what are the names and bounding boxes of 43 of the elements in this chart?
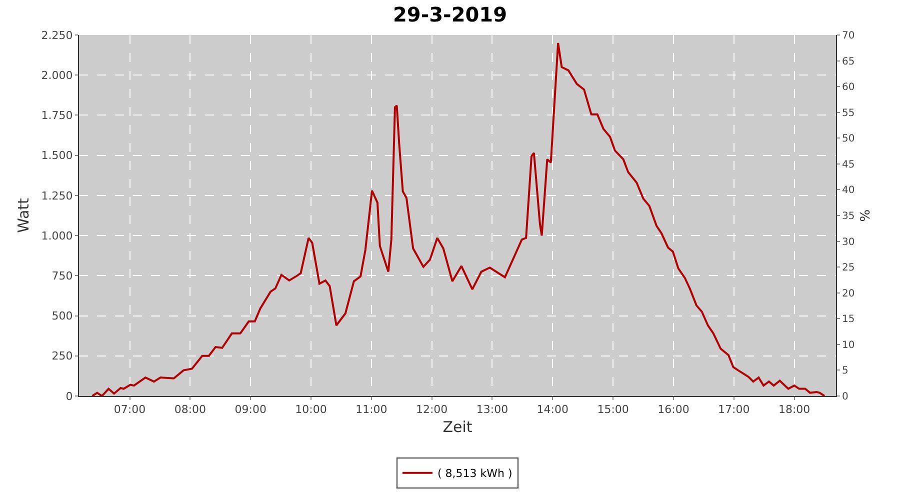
y2-tick-label: 40	[842, 185, 855, 196]
y2-tick-label: 60	[842, 82, 855, 94]
y-axis-title: Watt	[14, 198, 33, 233]
y2-tick-label: 45	[842, 159, 855, 170]
y-tick-label: 1.750	[41, 109, 73, 122]
y2-tick-label: 25	[842, 262, 855, 274]
y2-tick-label: 50	[842, 134, 855, 145]
line-series	[91, 42, 826, 396]
y2-tick-label: 10	[842, 340, 855, 351]
y-tick-label: 250	[52, 350, 73, 363]
y2-tick-label: 70	[842, 30, 855, 42]
y2-tick-label: 65	[842, 56, 855, 68]
x-tick-label: 13:00	[476, 403, 508, 416]
x-tick-label: 11:00	[356, 403, 388, 416]
x-tick-label: 17:00	[718, 403, 750, 416]
y-tick-label: 750	[52, 270, 73, 283]
x-tick-label: 15:00	[597, 403, 629, 416]
x-tick-label: 08:00	[174, 403, 206, 416]
x-tick-label: 10:00	[295, 403, 327, 416]
y2-axis-title: %	[858, 209, 874, 222]
y2-tick-label: 15	[842, 314, 855, 326]
y2-tick-label: 30	[842, 236, 855, 248]
y-tick-label: 1.000	[41, 229, 73, 242]
x-tick-label: 07:00	[114, 403, 146, 416]
y-tick-label: 1.250	[41, 189, 73, 202]
x-tick-label: 16:00	[658, 403, 690, 416]
x-axis-title: Zeit	[442, 418, 472, 436]
y2-tick-label: 35	[842, 211, 855, 222]
y2-tick-label: 5	[842, 366, 848, 377]
y-tick-label: 0	[66, 390, 73, 403]
x-tick-label: 14:00	[536, 403, 568, 416]
y2-tick-label: 0	[842, 392, 848, 402]
y-tick-label: 2.250	[41, 28, 73, 42]
y-tick-label: 500	[52, 310, 73, 323]
x-tick-label: 09:00	[234, 403, 266, 416]
y2-tick-label: 55	[842, 108, 855, 119]
x-tick-label: 12:00	[416, 403, 448, 416]
y-tick-label: 2.000	[41, 68, 73, 82]
legend-label: ( 8,513 kWh )	[438, 467, 512, 480]
y-tick-label: 1.500	[41, 149, 73, 162]
chart-title: 29-3-2019	[392, 2, 508, 26]
y2-tick-label: 20	[842, 288, 855, 300]
x-tick-label: 18:00	[778, 403, 810, 416]
